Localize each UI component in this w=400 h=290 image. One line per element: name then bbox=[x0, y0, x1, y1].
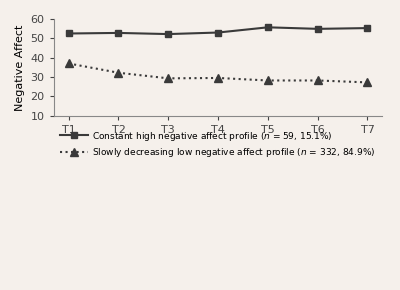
Legend: Constant high negative affect profile ($n$ = 59, 15.1%), Slowly decreasing low n: Constant high negative affect profile ($… bbox=[60, 130, 376, 160]
Y-axis label: Negative Affect: Negative Affect bbox=[15, 24, 25, 110]
